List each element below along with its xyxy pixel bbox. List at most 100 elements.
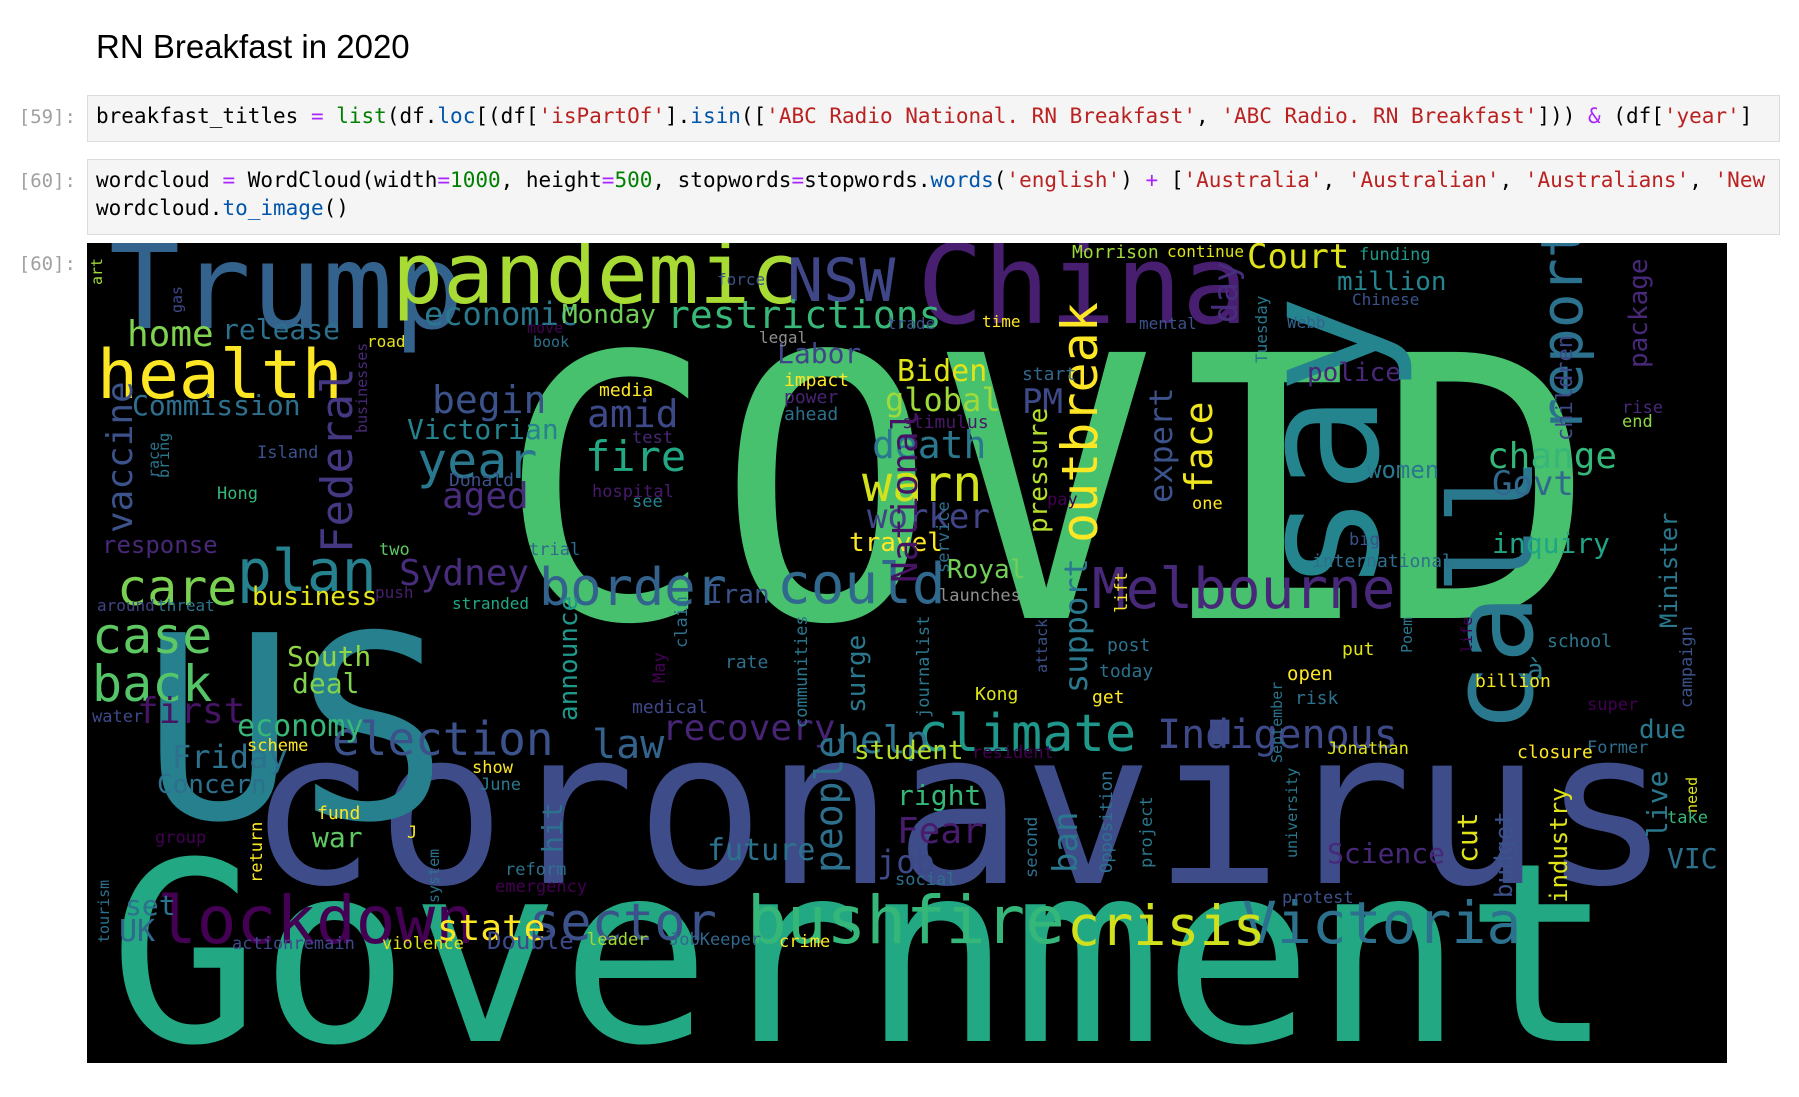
wordcloud-word: power [784, 387, 838, 408]
wordcloud-word: US [142, 582, 449, 879]
code-token: 'isPartOf' [538, 104, 665, 128]
wordcloud-word: risk [1295, 688, 1339, 709]
wordcloud-word: trade [887, 314, 935, 333]
wordcloud-word: Trump [109, 243, 464, 356]
code-token: , [1322, 168, 1348, 192]
wordcloud-word: home [127, 314, 214, 355]
wordcloud-word: warn [862, 455, 982, 513]
wordcloud-word: test [632, 428, 673, 448]
wordcloud-word: super [1587, 695, 1638, 715]
wordcloud-word: Hong [217, 484, 258, 504]
wordcloud-word: travel [849, 528, 943, 558]
wordcloud-word: take [1667, 808, 1708, 828]
wordcloud-word: Chinese [1352, 290, 1419, 309]
wordcloud-word: billion [1475, 671, 1551, 692]
code-token: , [1499, 168, 1525, 192]
wordcloud-word: Court [1247, 243, 1349, 277]
wordcloud-word: attack [1033, 619, 1051, 673]
wordcloud-word: right [897, 779, 981, 812]
wordcloud-word: Indigenous [1157, 712, 1398, 758]
wordcloud-word: release [222, 313, 340, 346]
wordcloud-word: lockdown [157, 882, 475, 959]
wordcloud-word: job [877, 843, 935, 881]
wordcloud-word: trial [529, 540, 580, 560]
wordcloud-word: surge [842, 635, 872, 713]
code-token: 500 [614, 168, 653, 192]
wordcloud-word: election [332, 712, 554, 766]
wordcloud-word: second [1022, 817, 1042, 878]
code-token: , stopwords [652, 168, 792, 192]
wordcloud-word: border [539, 558, 727, 618]
wordcloud-word: put [1342, 639, 1375, 660]
wordcloud-word: death [872, 423, 986, 467]
wordcloud-word: Kong [975, 684, 1018, 705]
wordcloud-word: end [1622, 412, 1653, 432]
wordcloud-word: Opposition [1097, 771, 1117, 873]
output-prompt-60: [60]: [18, 253, 76, 275]
code-token: = [791, 168, 805, 192]
wordcloud-word: care [117, 559, 237, 617]
wordcloud-word: two [379, 540, 410, 560]
wordcloud-word: Iran [707, 580, 770, 610]
wordcloud-word: scheme [247, 736, 308, 756]
wordcloud-word: campaign [1677, 626, 1697, 708]
wordcloud-word: group [155, 828, 206, 848]
wordcloud-word: journalist [914, 616, 934, 718]
wordcloud-word: rate [725, 652, 768, 673]
wordcloud-word: closure [1517, 742, 1593, 763]
code-cell-wordcloud[interactable]: wordcloud = WordCloud(width=1000, height… [87, 159, 1780, 235]
wordcloud-word: emergency [495, 877, 587, 897]
code-token: + [1145, 168, 1159, 192]
wordcloud-word: pandemic [392, 243, 801, 324]
wordcloud-word: businesses [353, 343, 371, 433]
wordcloud-word: protest [1282, 888, 1354, 908]
wordcloud-word: communities [792, 615, 812, 728]
wordcloud-word: Island [257, 443, 318, 463]
code-token: 'Australian' [1347, 168, 1500, 192]
wordcloud-word: women [1367, 456, 1439, 484]
code-token: ) [1120, 168, 1146, 192]
wordcloud-word: art [88, 258, 106, 285]
wordcloud-word: return [247, 822, 267, 883]
wordcloud-word: report [1528, 243, 1596, 433]
wordcloud-word: force [717, 270, 765, 289]
code-token: words [930, 168, 994, 192]
wordcloud-word: economic [424, 295, 578, 333]
wordcloud-word: Poem [1398, 617, 1416, 653]
wordcloud-word: bushfire [747, 882, 1065, 959]
wordcloud-word: Minister [1655, 512, 1683, 628]
wordcloud-word: Tuesday [1252, 295, 1271, 363]
code-token: isin [690, 104, 741, 128]
code-token: ])) [1537, 104, 1588, 128]
wordcloud-word: continue [1167, 243, 1244, 261]
wordcloud-word: post [1107, 635, 1150, 656]
wordcloud-word: Fear [897, 811, 984, 852]
wordcloud-word: help [837, 718, 929, 762]
wordcloud-word: recovery [662, 708, 835, 749]
wordcloud-word: health [97, 336, 343, 415]
code-token: , height [500, 168, 602, 192]
wordcloud-word: crisis [1067, 894, 1266, 958]
wordcloud-word: Monday [562, 300, 656, 330]
code-token: WordCloud(width [235, 168, 438, 192]
wordcloud-word: international [1312, 551, 1453, 572]
code-token: = [437, 168, 451, 192]
code-cell-breakfast-titles[interactable]: breakfast_titles = list(df.loc[(df['isPa… [87, 95, 1780, 142]
code-token: 'ABC Radio. RN Breakfast' [1221, 104, 1538, 128]
code-token: 'year' [1663, 104, 1740, 128]
wordcloud-word: state [437, 908, 545, 949]
wordcloud-word: service [934, 501, 954, 573]
wordcloud-word: hospital [592, 482, 674, 502]
code-token: 'ABC Radio National. RN Breakfast' [766, 104, 1197, 128]
cell-prompt-60: [60]: [18, 170, 76, 192]
wordcloud-word: hit [536, 802, 569, 853]
wordcloud-word: Jonathan [1327, 739, 1409, 759]
wordcloud-word: sector [529, 893, 717, 953]
wordcloud-word: à [1527, 653, 1544, 686]
wordcloud-word: vaccine [100, 381, 141, 533]
wordcloud-word: worker [867, 497, 990, 537]
wordcloud-background [87, 243, 1727, 1063]
wordcloud-word: first [137, 691, 245, 732]
wordcloud-word: impact [784, 370, 849, 391]
wordcloud-word: people [807, 736, 851, 873]
